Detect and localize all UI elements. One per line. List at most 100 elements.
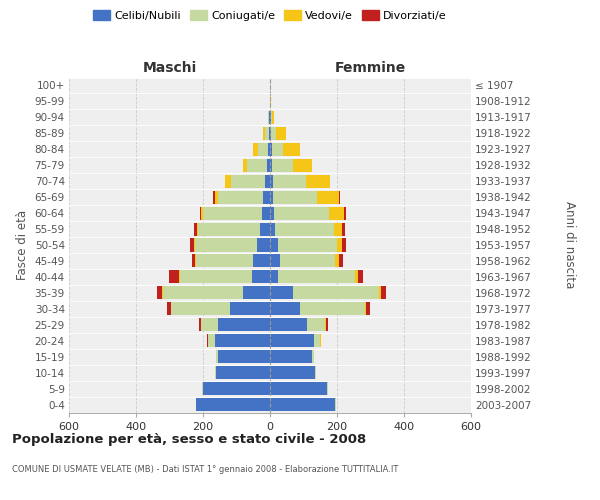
Bar bbox=[203, 206, 262, 220]
Bar bbox=[367, 302, 370, 316]
Bar bbox=[380, 286, 386, 300]
Bar bbox=[300, 302, 365, 316]
Bar bbox=[270, 334, 314, 347]
Bar bbox=[344, 206, 346, 220]
Bar bbox=[335, 254, 338, 268]
Bar bbox=[338, 190, 340, 203]
Bar bbox=[358, 270, 363, 283]
Bar bbox=[230, 302, 270, 316]
Bar bbox=[268, 158, 270, 172]
Bar bbox=[272, 158, 293, 172]
Bar bbox=[265, 127, 269, 140]
Bar bbox=[334, 222, 342, 235]
Bar bbox=[243, 158, 247, 172]
Bar bbox=[274, 190, 317, 203]
Bar bbox=[269, 127, 270, 140]
Bar bbox=[329, 206, 344, 220]
Bar bbox=[270, 318, 307, 332]
Bar bbox=[326, 318, 328, 332]
Bar bbox=[270, 350, 312, 363]
Bar bbox=[265, 174, 270, 188]
Bar bbox=[157, 286, 163, 300]
Bar bbox=[342, 238, 346, 252]
Bar bbox=[197, 222, 198, 235]
Bar bbox=[327, 382, 328, 395]
Bar bbox=[217, 350, 218, 363]
Bar bbox=[196, 254, 253, 268]
Bar bbox=[283, 142, 300, 156]
Bar bbox=[365, 302, 367, 316]
Bar bbox=[270, 127, 271, 140]
Bar bbox=[253, 254, 270, 268]
Bar bbox=[190, 238, 194, 252]
Y-axis label: Anni di nascita: Anni di nascita bbox=[563, 202, 577, 288]
Bar bbox=[270, 142, 272, 156]
Bar bbox=[202, 206, 203, 220]
Legend: Celibi/Nubili, Coniugati/e, Vedovi/e, Divorziati/e: Celibi/Nubili, Coniugati/e, Vedovi/e, Di… bbox=[91, 8, 449, 24]
Bar bbox=[218, 318, 270, 332]
Bar bbox=[325, 318, 326, 332]
Bar bbox=[163, 286, 243, 300]
Text: Femmine: Femmine bbox=[335, 61, 406, 75]
Bar bbox=[293, 158, 312, 172]
Bar bbox=[263, 190, 270, 203]
Bar bbox=[276, 127, 286, 140]
Bar bbox=[338, 254, 343, 268]
Bar bbox=[270, 190, 274, 203]
Bar bbox=[232, 174, 265, 188]
Bar bbox=[195, 254, 196, 268]
Bar bbox=[272, 111, 274, 124]
Bar bbox=[243, 286, 270, 300]
Bar bbox=[306, 174, 329, 188]
Bar bbox=[270, 222, 275, 235]
Bar bbox=[251, 270, 270, 283]
Bar bbox=[247, 158, 268, 172]
Bar bbox=[314, 334, 320, 347]
Bar bbox=[198, 222, 260, 235]
Text: COMUNE DI USMATE VELATE (MB) - Dati ISTAT 1° gennaio 2008 - Elaborazione TUTTITA: COMUNE DI USMATE VELATE (MB) - Dati ISTA… bbox=[12, 466, 398, 474]
Bar bbox=[258, 142, 268, 156]
Bar bbox=[270, 206, 274, 220]
Bar bbox=[262, 206, 270, 220]
Bar bbox=[208, 334, 215, 347]
Bar bbox=[315, 366, 316, 379]
Bar bbox=[272, 174, 306, 188]
Bar bbox=[218, 190, 263, 203]
Bar bbox=[192, 254, 195, 268]
Bar bbox=[213, 190, 215, 203]
Bar bbox=[257, 238, 270, 252]
Bar bbox=[270, 158, 272, 172]
Bar bbox=[171, 302, 230, 316]
Bar bbox=[278, 238, 337, 252]
Bar bbox=[270, 270, 278, 283]
Bar bbox=[179, 270, 251, 283]
Bar bbox=[215, 190, 218, 203]
Bar bbox=[167, 302, 171, 316]
Y-axis label: Fasce di età: Fasce di età bbox=[16, 210, 29, 280]
Bar bbox=[202, 318, 218, 332]
Bar bbox=[317, 190, 338, 203]
Bar bbox=[263, 127, 265, 140]
Bar bbox=[269, 111, 270, 124]
Bar bbox=[342, 222, 346, 235]
Bar bbox=[379, 286, 380, 300]
Bar bbox=[275, 222, 334, 235]
Bar bbox=[270, 174, 272, 188]
Bar bbox=[270, 302, 300, 316]
Bar bbox=[260, 222, 270, 235]
Bar bbox=[271, 127, 276, 140]
Bar bbox=[217, 366, 270, 379]
Bar bbox=[207, 334, 208, 347]
Bar bbox=[225, 174, 232, 188]
Bar bbox=[199, 318, 201, 332]
Text: Popolazione per età, sesso e stato civile - 2008: Popolazione per età, sesso e stato civil… bbox=[12, 432, 366, 446]
Bar bbox=[271, 111, 272, 124]
Bar bbox=[272, 142, 283, 156]
Bar bbox=[312, 350, 314, 363]
Bar bbox=[274, 206, 329, 220]
Bar bbox=[194, 238, 257, 252]
Bar bbox=[202, 382, 203, 395]
Text: Maschi: Maschi bbox=[142, 61, 197, 75]
Bar bbox=[307, 318, 325, 332]
Bar bbox=[270, 111, 271, 124]
